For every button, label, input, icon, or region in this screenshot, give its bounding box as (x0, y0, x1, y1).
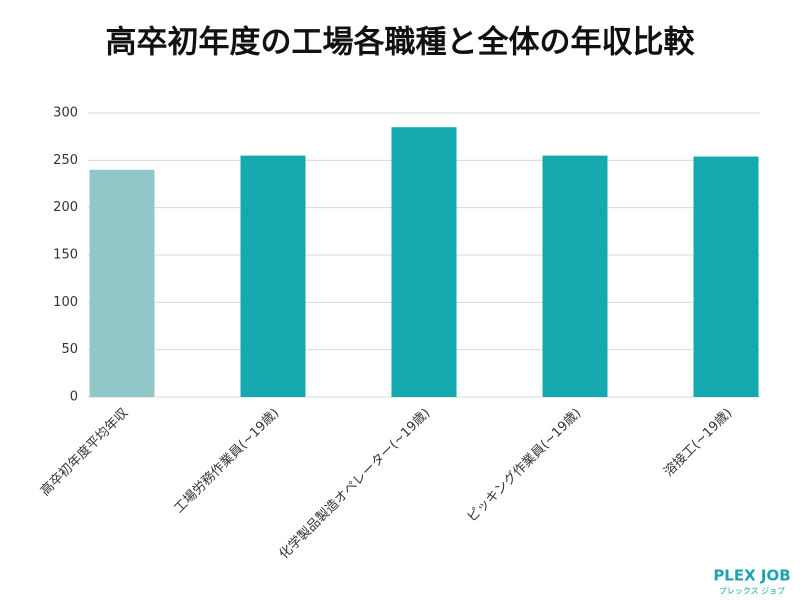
bar (693, 156, 759, 397)
bar (240, 155, 306, 397)
y-tick-label: 100 (53, 295, 78, 310)
bar (542, 155, 608, 397)
x-tick-label: 溶接工(~19歳) (661, 405, 736, 480)
chart-title: 高卒初年度の工場各職種と全体の年収比較 (106, 25, 696, 61)
x-tick-label: 化学製品製造オペレーター(~19歳) (276, 405, 433, 562)
logo-kana: プレックス ジョブ (719, 586, 785, 596)
bar (89, 169, 155, 397)
y-tick-label: 300 (53, 106, 78, 121)
x-tick-label: ピッキング作業員(~19歳) (464, 405, 584, 525)
y-tick-label: 50 (61, 342, 78, 357)
y-tick-label: 200 (53, 200, 78, 215)
y-tick-label: 250 (53, 153, 78, 168)
y-tick-label: 150 (53, 248, 78, 263)
bar (391, 127, 457, 397)
logo-name: PLEX JOB (713, 567, 790, 585)
x-tick-label: 高卒初年度平均年収 (37, 405, 131, 499)
y-tick-label: 0 (70, 390, 78, 405)
x-tick-label: 工場労務作業員(~19歳) (171, 405, 282, 516)
